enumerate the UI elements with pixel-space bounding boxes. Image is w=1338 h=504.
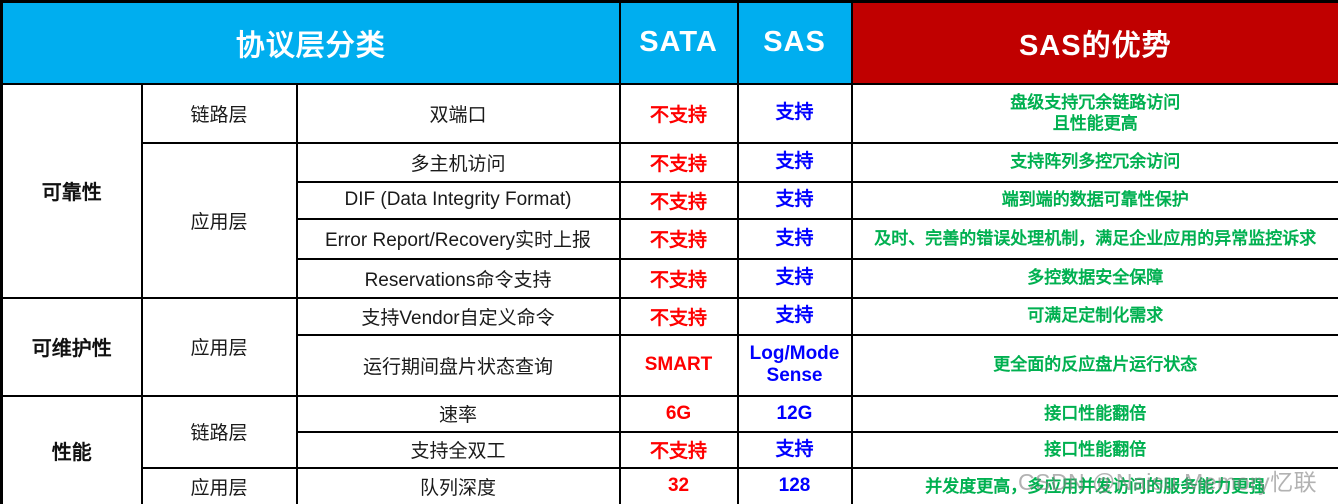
cell-sata-value: 不支持 xyxy=(618,430,739,469)
cell-advantage: 支持阵列多控冗余访问 xyxy=(850,141,1338,183)
cell-advantage: 盘级支持冗余链路访问 且性能更高 xyxy=(850,82,1338,144)
table-row: Reservations命令支持 不支持 支持 多控数据安全保障 xyxy=(2,257,1338,299)
header-sata: SATA xyxy=(618,0,739,85)
cell-sas-value: 支持 xyxy=(736,141,853,183)
cell-sas-value: 128 xyxy=(736,466,853,504)
header-protocol-class: 协议层分类 xyxy=(0,0,621,85)
cell-feature: 双端口 xyxy=(295,82,621,144)
cell-sata-value: 不支持 xyxy=(618,257,739,299)
cell-layer: 链路层 xyxy=(140,82,298,144)
cell-advantage: 端到端的数据可靠性保护 xyxy=(850,180,1338,220)
table-row: 运行期间盘片状态查询 SMART Log/Mode Sense 更全面的反应盘片… xyxy=(2,333,1338,397)
cell-advantage: 及时、完善的错误处理机制，满足企业应用的异常监控诉求 xyxy=(850,217,1338,260)
cell-sas-value: 支持 xyxy=(736,430,853,469)
cell-sas-value: 支持 xyxy=(736,82,853,144)
table-row: DIF (Data Integrity Format) 不支持 支持 端到端的数… xyxy=(2,180,1338,220)
table-row: 应用层 队列深度 32 128 并发度更高，多应用并发访问的服务能力更强 xyxy=(2,466,1338,504)
cell-feature: 速率 xyxy=(295,394,621,433)
cell-layer: 链路层 xyxy=(140,394,298,469)
cell-sata-value: 不支持 xyxy=(618,82,739,144)
table-row: 应用层 多主机访问 不支持 支持 支持阵列多控冗余访问 xyxy=(2,141,1338,299)
header-sas-advantage: SAS的优势 xyxy=(850,0,1338,85)
cell-category-maintainability: 可维护性 xyxy=(0,296,143,397)
cell-feature: Reservations命令支持 xyxy=(295,257,621,299)
table-row: 可靠性 链路层 双端口 不支持 支持 盘级支持冗余链路访问 且性能更高 xyxy=(0,82,1338,299)
cell-layer: 应用层 xyxy=(140,141,298,299)
cell-category-performance: 性能 xyxy=(0,394,143,504)
cell-feature: DIF (Data Integrity Format) xyxy=(295,180,621,220)
cell-feature: 支持全双工 xyxy=(295,430,621,469)
cell-advantage: 更全面的反应盘片运行状态 xyxy=(850,333,1338,397)
cell-feature: Error Report/Recovery实时上报 xyxy=(295,217,621,260)
cell-sata-value: 不支持 xyxy=(618,141,739,183)
header-sas: SAS xyxy=(736,0,853,85)
table-row: 支持全双工 不支持 支持 接口性能翻倍 xyxy=(2,430,1338,469)
cell-advantage: 接口性能翻倍 xyxy=(850,430,1338,469)
cell-sas-value: Log/Mode Sense xyxy=(736,333,853,397)
table-row: Error Report/Recovery实时上报 不支持 支持 及时、完善的错… xyxy=(2,217,1338,260)
cell-feature: 运行期间盘片状态查询 xyxy=(295,333,621,397)
cell-advantage: 并发度更高，多应用并发访问的服务能力更强 xyxy=(850,466,1338,504)
cell-layer: 应用层 xyxy=(140,466,298,504)
cell-sata-value: 6G xyxy=(618,394,739,433)
cell-sas-value: 支持 xyxy=(736,180,853,220)
cell-sas-value: 12G xyxy=(736,394,853,433)
cell-category-reliability: 可靠性 xyxy=(0,82,143,299)
cell-sata-value: 32 xyxy=(618,466,739,504)
cell-advantage: 多控数据安全保障 xyxy=(850,257,1338,299)
table-header-row: 协议层分类 SATA SAS SAS的优势 xyxy=(0,0,1338,85)
cell-feature: 支持Vendor自定义命令 xyxy=(295,296,621,336)
table-row: 性能 链路层 速率 6G 12G 接口性能翻倍 xyxy=(0,394,1338,504)
cell-feature: 多主机访问 xyxy=(295,141,621,183)
cell-sas-value: 支持 xyxy=(736,217,853,260)
cell-layer: 应用层 xyxy=(140,296,298,397)
cell-sas-value: 支持 xyxy=(736,257,853,299)
table-row: 可维护性 应用层 支持Vendor自定义命令 不支持 支持 可满足定制化需求 xyxy=(0,296,1338,397)
cell-sata-value: 不支持 xyxy=(618,296,739,336)
cell-advantage: 可满足定制化需求 xyxy=(850,296,1338,336)
cell-sata-value: SMART xyxy=(618,333,739,397)
cell-sas-value: 支持 xyxy=(736,296,853,336)
cell-feature: 队列深度 xyxy=(295,466,621,504)
cell-sata-value: 不支持 xyxy=(618,217,739,260)
cell-sata-value: 不支持 xyxy=(618,180,739,220)
cell-advantage: 接口性能翻倍 xyxy=(850,394,1338,433)
